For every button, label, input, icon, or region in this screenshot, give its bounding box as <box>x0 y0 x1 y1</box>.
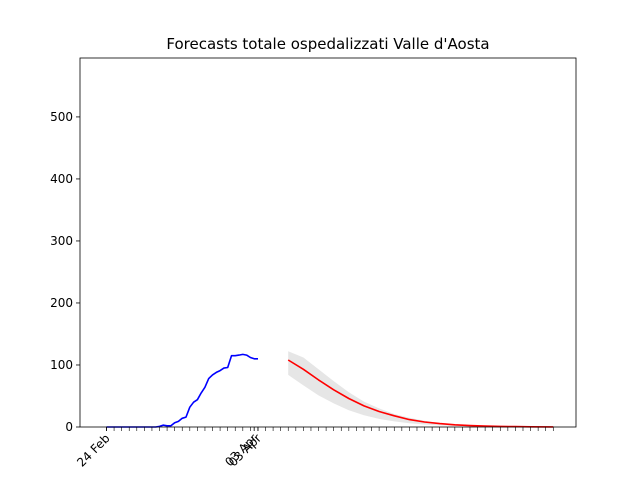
plot-frame <box>79 57 577 428</box>
confidence-band-layer <box>288 351 554 427</box>
y-tick-label: 300 <box>50 234 73 248</box>
y-tick-label: 200 <box>50 296 73 310</box>
y-tick-label: 100 <box>50 358 73 372</box>
chart-title: Forecasts totale ospedalizzati Valle d'A… <box>166 35 489 53</box>
y-tick-label: 0 <box>65 420 73 434</box>
forecast-confidence-band <box>288 351 554 427</box>
y-tick-label: 400 <box>50 172 73 186</box>
y-tick-label: 500 <box>50 110 73 124</box>
forecast-series-line <box>287 359 554 428</box>
